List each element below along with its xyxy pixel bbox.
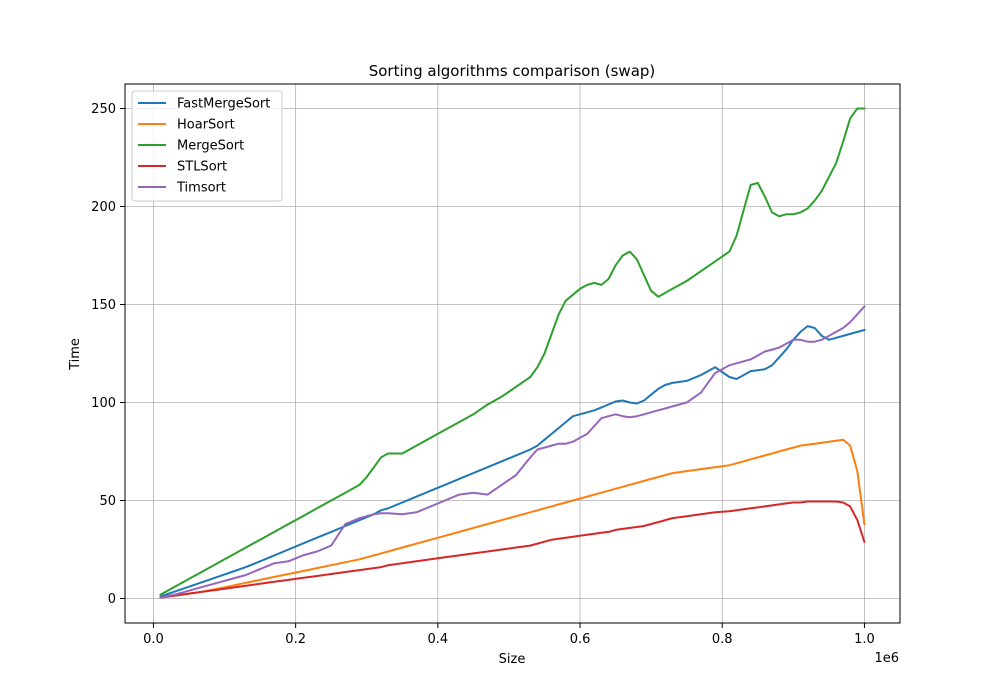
x-tick-label: 0.4: [428, 632, 449, 647]
y-tick-label: 250: [91, 102, 116, 117]
x-axis: 0.0 0.2 0.4 0.6 0.8 1.0: [143, 623, 875, 647]
x-tick-label: 1.0: [854, 632, 875, 647]
series-line-hoarsort: [159, 438, 866, 599]
x-tick-label: 0.6: [570, 632, 591, 647]
series-line-timsort: [159, 305, 866, 599]
legend-label-fastmergesort: FastMergeSort: [177, 97, 270, 112]
x-tick-label: 0.8: [712, 632, 733, 647]
x-tick-label: 0.2: [285, 632, 306, 647]
legend-label-timsort: Timsort: [176, 181, 226, 196]
x-tick-label: 0.0: [143, 632, 164, 647]
x-axis-label: Size: [499, 652, 526, 667]
plot-frame: [124, 83, 901, 624]
y-tick-label: 0: [108, 592, 116, 607]
series-line-mergesort: [159, 107, 866, 596]
grid-lines: [125, 84, 900, 623]
legend-box: [131, 90, 283, 202]
y-tick-label: 150: [91, 298, 116, 313]
legend: FastMergeSort HoarSort MergeSort STLSort Tim…: [131, 90, 283, 202]
y-axis-label: Time: [68, 338, 83, 371]
y-tick-label: 50: [99, 494, 116, 509]
y-tick-label: 100: [91, 396, 116, 411]
chart-title: Sorting algorithms comparison (swap): [369, 62, 656, 80]
series-line-stlsort: [159, 500, 866, 599]
y-axis: 0 50 100 150 200 250: [91, 102, 125, 607]
series-layer: [159, 107, 866, 599]
y-tick-label: 200: [91, 200, 116, 215]
legend-label-mergesort: MergeSort: [177, 139, 244, 154]
legend-label-stlsort: STLSort: [177, 160, 227, 175]
series-line-fastmergesort: [159, 325, 866, 598]
legend-label-hoarsort: HoarSort: [177, 118, 235, 133]
x-axis-offset-label: 1e6: [874, 651, 899, 666]
